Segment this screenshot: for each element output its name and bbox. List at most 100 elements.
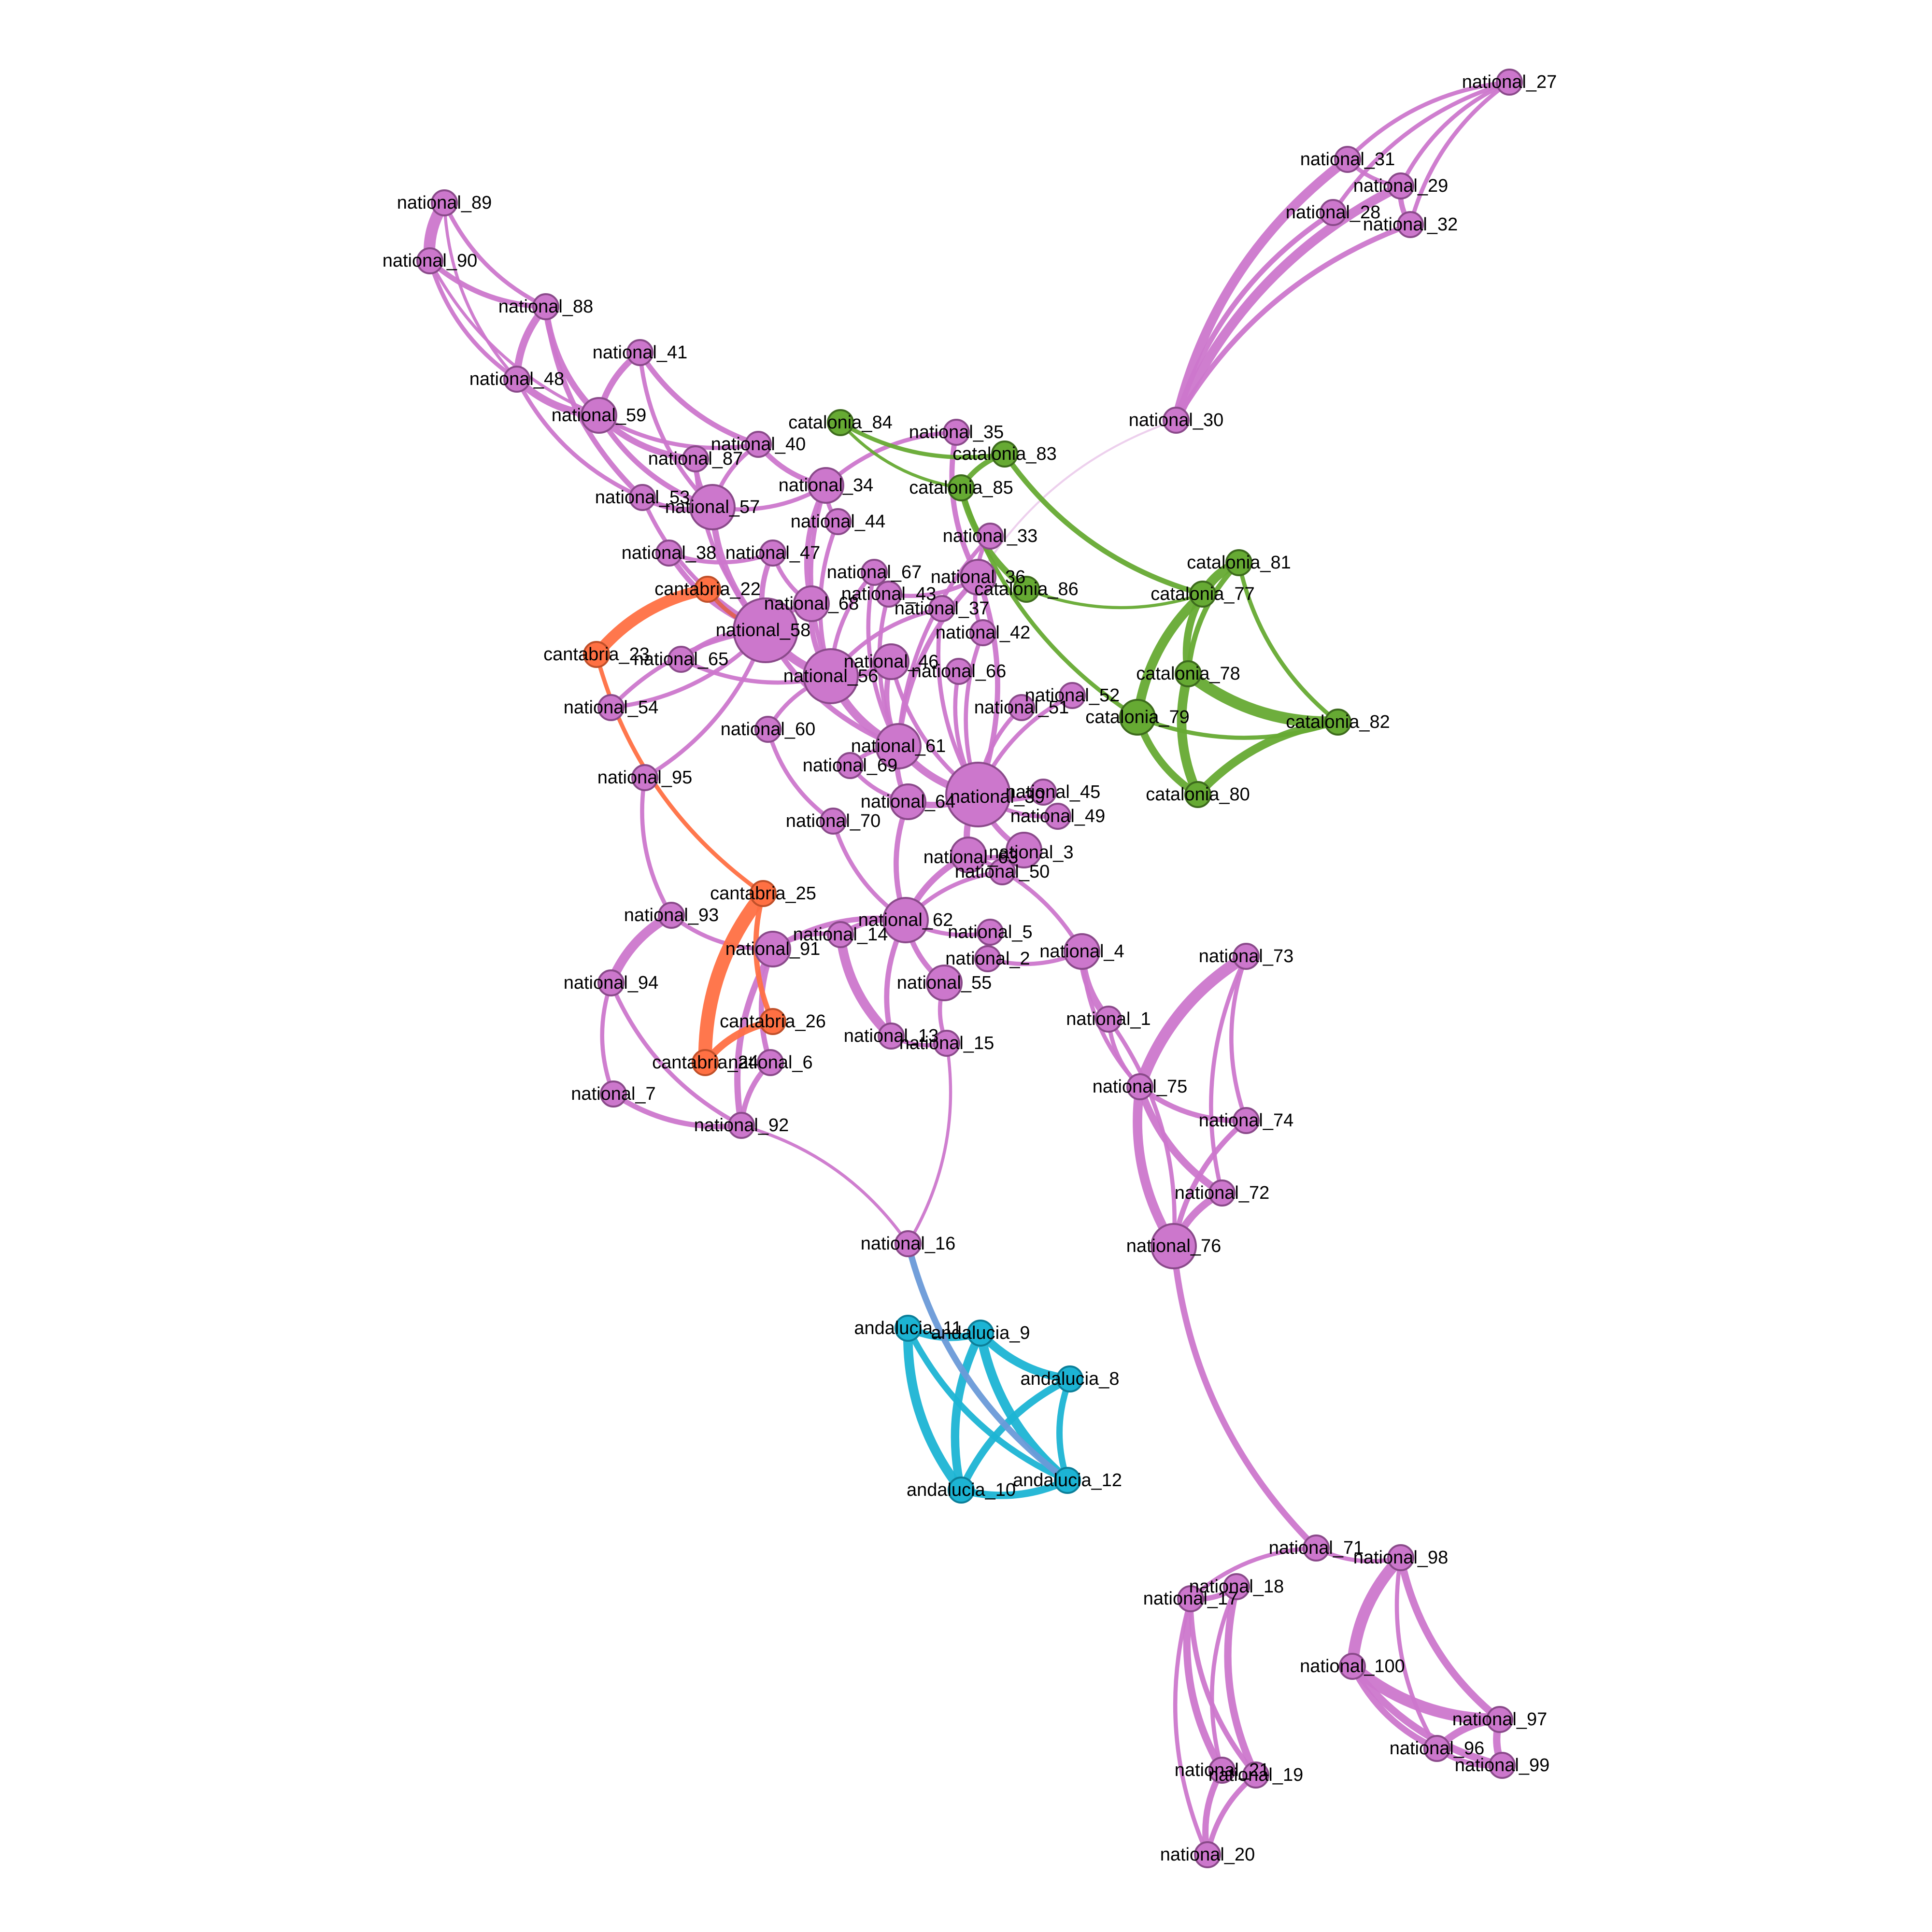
node-national_61[interactable] (875, 723, 922, 769)
node-national_6[interactable] (757, 1049, 784, 1076)
node-national_99[interactable] (1489, 1752, 1516, 1779)
node-national_57[interactable] (689, 484, 736, 530)
node-andalucia_12[interactable] (1054, 1467, 1081, 1494)
node-national_17[interactable] (1177, 1585, 1204, 1612)
node-national_100[interactable] (1339, 1653, 1366, 1680)
node-national_39[interactable] (945, 762, 1011, 827)
node-national_19[interactable] (1242, 1762, 1269, 1789)
node-cantabria_22[interactable] (694, 576, 721, 603)
node-national_45[interactable] (1030, 779, 1057, 806)
node-cantabria_24[interactable] (692, 1049, 719, 1076)
node-national_65[interactable] (668, 646, 695, 673)
node-national_88[interactable] (532, 293, 559, 320)
node-national_3[interactable] (1006, 832, 1042, 868)
node-national_54[interactable] (597, 694, 625, 721)
node-national_13[interactable] (878, 1023, 905, 1050)
node-national_89[interactable] (431, 189, 458, 216)
node-andalucia_9[interactable] (967, 1320, 994, 1347)
node-cantabria_25[interactable] (750, 880, 777, 907)
node-catalonia_81[interactable] (1225, 549, 1252, 576)
node-national_59[interactable] (581, 397, 617, 434)
node-national_27[interactable] (1496, 69, 1523, 96)
node-national_14[interactable] (827, 921, 854, 948)
node-national_70[interactable] (820, 808, 847, 835)
node-national_94[interactable] (597, 969, 625, 996)
node-national_20[interactable] (1194, 1841, 1221, 1868)
node-national_18[interactable] (1223, 1573, 1250, 1600)
node-national_36[interactable] (960, 559, 996, 596)
node-national_71[interactable] (1303, 1534, 1330, 1562)
node-national_43[interactable] (875, 581, 902, 608)
node-catalonia_86[interactable] (1013, 576, 1040, 603)
node-national_16[interactable] (895, 1230, 922, 1257)
node-national_44[interactable] (824, 508, 852, 535)
node-national_58[interactable] (733, 597, 798, 663)
node-andalucia_10[interactable] (948, 1477, 975, 1504)
node-national_75[interactable] (1126, 1073, 1153, 1100)
node-national_1[interactable] (1095, 1006, 1122, 1033)
node-national_91[interactable] (754, 931, 791, 967)
node-national_62[interactable] (882, 897, 929, 943)
node-national_42[interactable] (969, 619, 996, 646)
node-national_46[interactable] (873, 643, 909, 680)
node-national_7[interactable] (600, 1080, 627, 1108)
node-national_28[interactable] (1320, 199, 1347, 226)
node-national_31[interactable] (1334, 146, 1361, 173)
node-national_68[interactable] (793, 585, 830, 622)
node-national_47[interactable] (759, 540, 786, 567)
node-catalonia_78[interactable] (1175, 660, 1202, 687)
node-national_48[interactable] (503, 366, 530, 393)
node-national_35[interactable] (943, 419, 970, 446)
node-catalonia_85[interactable] (948, 474, 975, 501)
node-national_95[interactable] (631, 764, 658, 791)
node-national_55[interactable] (926, 965, 963, 1001)
node-national_63[interactable] (950, 837, 987, 873)
node-national_93[interactable] (658, 902, 685, 929)
node-national_29[interactable] (1387, 172, 1414, 199)
node-andalucia_8[interactable] (1056, 1365, 1083, 1392)
node-national_37[interactable] (928, 595, 955, 622)
node-national_69[interactable] (837, 752, 864, 779)
node-national_30[interactable] (1163, 407, 1190, 434)
node-national_74[interactable] (1233, 1107, 1260, 1134)
node-national_60[interactable] (754, 716, 781, 743)
node-cantabria_23[interactable] (583, 641, 610, 668)
node-national_53[interactable] (629, 484, 656, 511)
node-national_51[interactable] (1008, 694, 1035, 721)
node-national_33[interactable] (977, 523, 1004, 550)
node-national_92[interactable] (728, 1112, 755, 1139)
node-national_73[interactable] (1233, 943, 1260, 970)
node-national_32[interactable] (1397, 211, 1424, 238)
node-national_49[interactable] (1044, 803, 1071, 830)
node-national_72[interactable] (1208, 1179, 1236, 1207)
node-national_76[interactable] (1151, 1223, 1197, 1269)
node-catalonia_79[interactable] (1119, 699, 1156, 736)
node-andalucia_11[interactable] (895, 1315, 922, 1342)
node-national_15[interactable] (933, 1030, 960, 1057)
node-national_5[interactable] (977, 919, 1004, 946)
node-national_50[interactable] (989, 858, 1016, 885)
node-national_96[interactable] (1423, 1735, 1450, 1762)
node-catalonia_77[interactable] (1189, 581, 1216, 608)
node-catalonia_83[interactable] (991, 440, 1018, 468)
node-catalonia_84[interactable] (827, 409, 854, 436)
node-cantabria_26[interactable] (759, 1008, 786, 1035)
node-catalonia_80[interactable] (1184, 781, 1211, 808)
node-national_52[interactable] (1059, 682, 1086, 709)
node-national_21[interactable] (1208, 1757, 1236, 1784)
node-catalonia_82[interactable] (1324, 709, 1351, 736)
node-national_64[interactable] (890, 783, 926, 820)
node-national_38[interactable] (655, 540, 682, 567)
node-national_66[interactable] (945, 658, 972, 685)
node-national_2[interactable] (974, 945, 1001, 972)
node-national_41[interactable] (626, 339, 653, 366)
node-national_4[interactable] (1064, 933, 1100, 970)
node-national_90[interactable] (416, 247, 443, 274)
node-national_56[interactable] (803, 648, 859, 704)
node-national_40[interactable] (745, 431, 772, 458)
node-national_34[interactable] (808, 467, 844, 504)
node-national_97[interactable] (1486, 1706, 1513, 1733)
node-national_67[interactable] (861, 559, 888, 586)
node-national_87[interactable] (682, 445, 709, 472)
node-national_98[interactable] (1387, 1544, 1414, 1571)
